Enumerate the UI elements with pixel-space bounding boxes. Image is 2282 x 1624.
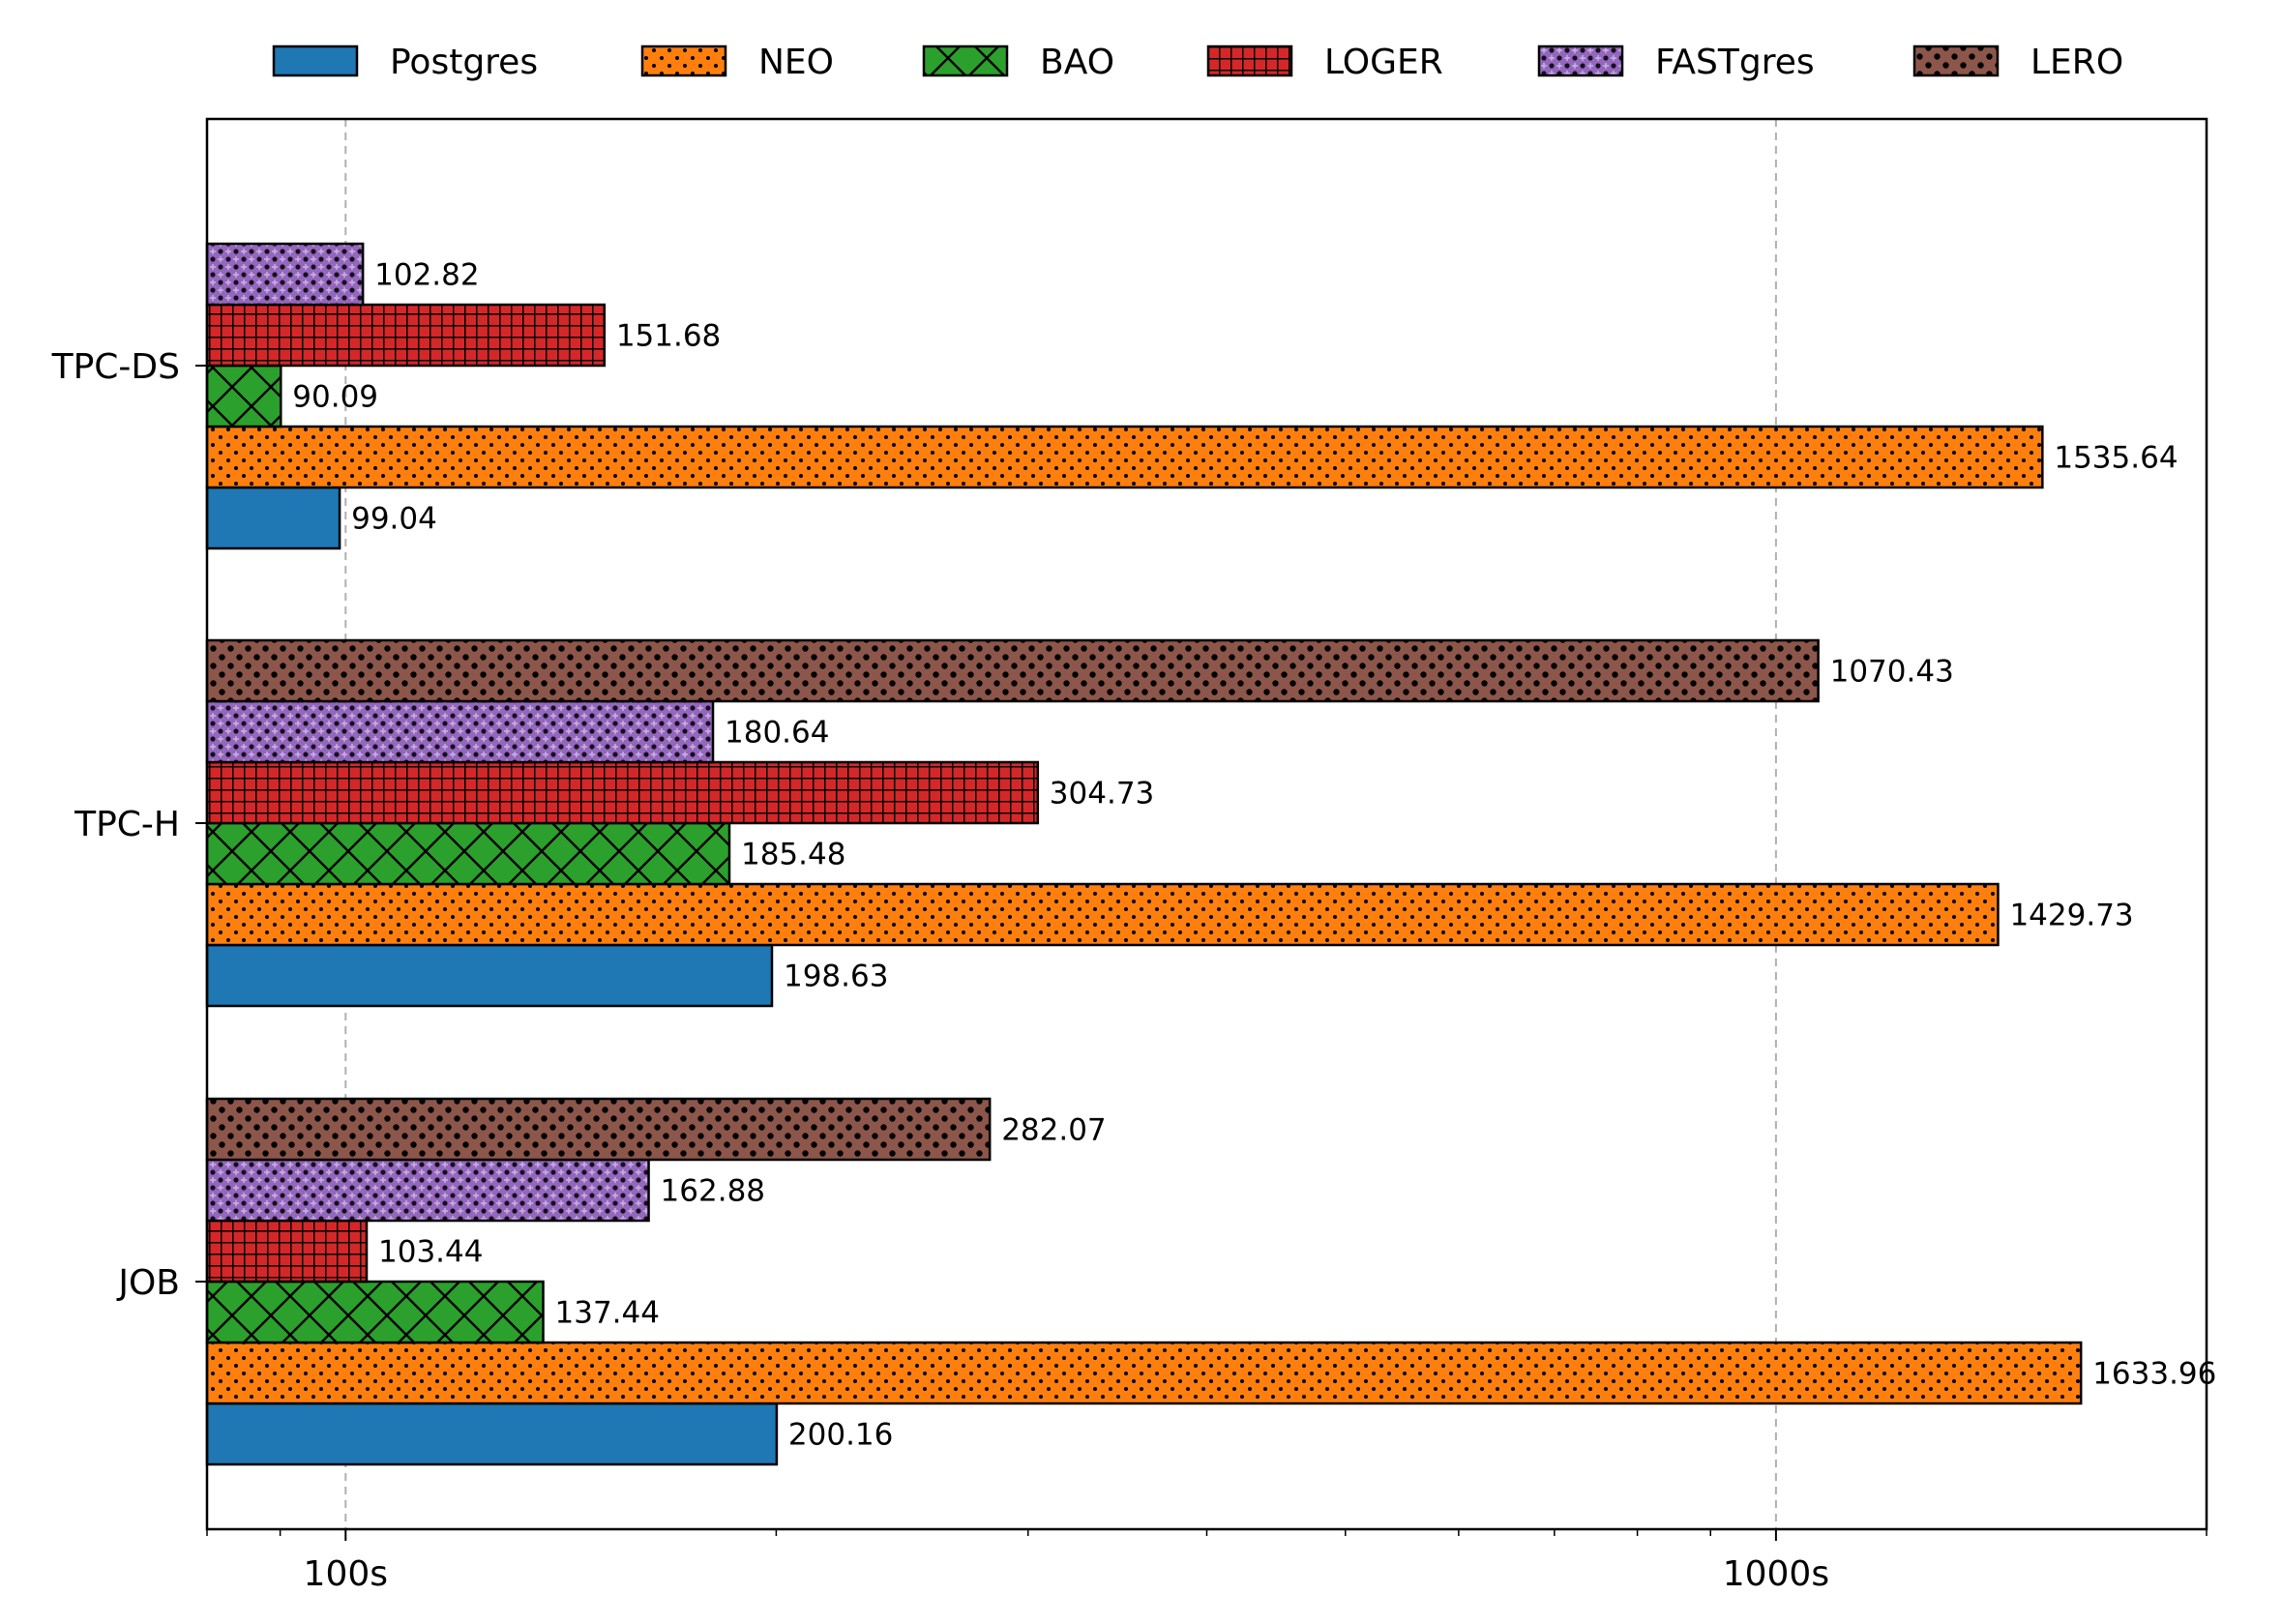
bar-job-postgres xyxy=(205,1402,779,1466)
value-label-job-neo: 1633.96 xyxy=(2092,1357,2216,1392)
bar-job-fastgres xyxy=(205,1158,650,1223)
bar-tpc-h-loger xyxy=(205,760,1040,825)
legend-label-bao: BAO xyxy=(1040,43,1114,82)
category-label-tpc-h: TPC-H xyxy=(74,805,180,844)
value-label-tpc-h-postgres: 198.63 xyxy=(784,960,888,994)
bar-tpc-h-neo xyxy=(205,882,2000,947)
value-label-job-postgres: 200.16 xyxy=(788,1418,893,1453)
bars xyxy=(205,242,2083,1466)
legend-swatch-bao xyxy=(922,44,1009,77)
category-label-tpc-ds: TPC-DS xyxy=(51,347,180,387)
bar-tpc-h-fastgres xyxy=(205,699,715,764)
legend-label-lero: LERO xyxy=(2030,43,2123,82)
legend-swatch-fastgres xyxy=(1537,44,1624,77)
value-label-tpc-ds-bao: 90.09 xyxy=(292,380,378,415)
value-label-job-fastgres: 162.88 xyxy=(661,1174,765,1209)
bar-tpc-ds-neo xyxy=(205,425,2044,489)
bar-tpc-h-bao xyxy=(205,821,731,886)
x-tick-label-1000: 1000s xyxy=(1723,1554,1829,1594)
legend-label-loger: LOGER xyxy=(1324,43,1443,82)
legend-swatch-lero xyxy=(1912,44,2000,77)
x-tick-label-100: 100s xyxy=(304,1554,388,1594)
value-label-tpc-ds-loger: 151.68 xyxy=(616,319,721,354)
bar-tpc-ds-loger xyxy=(205,303,607,368)
value-label-job-bao: 137.44 xyxy=(555,1296,660,1331)
value-label-tpc-ds-fastgres: 102.82 xyxy=(374,258,479,293)
bar-job-loger xyxy=(205,1219,369,1284)
legend-label-fastgres: FASTgres xyxy=(1655,43,1815,82)
category-label-job: JOB xyxy=(116,1263,180,1303)
value-label-job-loger: 103.44 xyxy=(378,1235,483,1270)
value-label-tpc-h-fastgres: 180.64 xyxy=(725,716,829,751)
legend-swatch-loger xyxy=(1206,44,1293,77)
bar-tpc-ds-postgres xyxy=(205,486,341,550)
value-label-tpc-ds-neo: 1535.64 xyxy=(2054,441,2178,476)
bar-tpc-h-postgres xyxy=(205,943,774,1008)
legend-swatch-neo xyxy=(640,44,727,77)
value-label-tpc-h-neo: 1429.73 xyxy=(2009,899,2133,933)
value-label-tpc-ds-postgres: 99.04 xyxy=(351,502,437,537)
bar-job-neo xyxy=(205,1341,2083,1405)
legend-label-postgres: Postgres xyxy=(390,43,538,82)
bar-tpc-h-lero xyxy=(205,638,1820,703)
legend-swatch-postgres xyxy=(272,44,359,77)
value-label-job-lero: 282.07 xyxy=(1001,1113,1106,1148)
bar-tpc-ds-fastgres xyxy=(205,242,365,307)
value-label-tpc-h-bao: 185.48 xyxy=(741,838,845,872)
legend: Postgres NEO BAO LOGER FASTgres LERO xyxy=(272,43,2123,82)
axis-ticks: 100s 1000s TPC-DS TPC-H JOB xyxy=(51,347,2208,1594)
value-labels: 99.04 198.63 200.16 1535.64 1429.73 1633.96 90… xyxy=(292,258,2216,1453)
bar-tpc-ds-bao xyxy=(205,364,282,428)
bar-job-lero xyxy=(205,1097,992,1162)
value-label-tpc-h-loger: 304.73 xyxy=(1050,777,1154,812)
bar-job-bao xyxy=(205,1280,545,1344)
legend-label-neo: NEO xyxy=(758,43,834,82)
value-label-tpc-h-lero: 1070.43 xyxy=(1830,655,1954,690)
